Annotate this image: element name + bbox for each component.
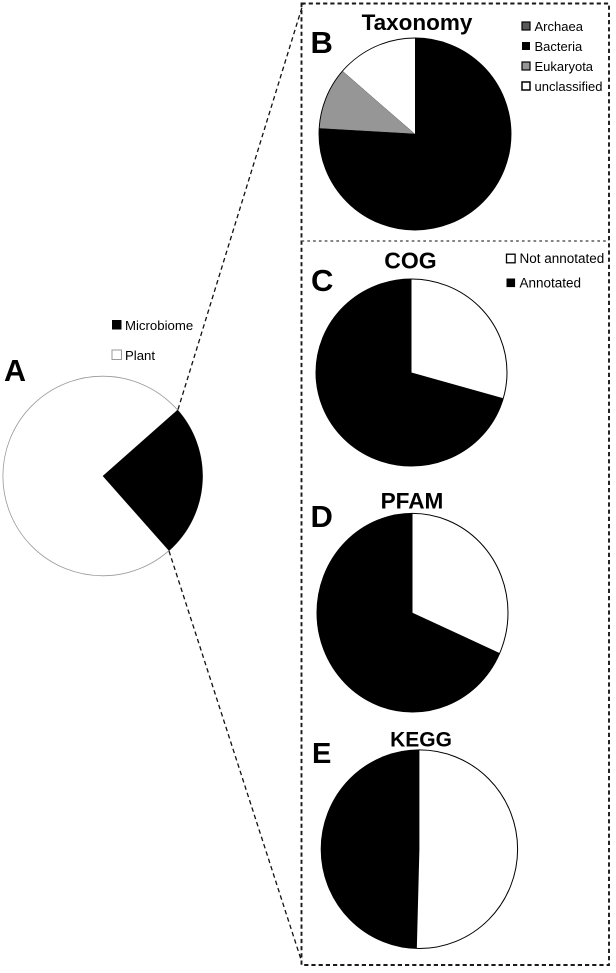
svg-text:E: E: [312, 738, 331, 770]
svg-text:Not annotated: Not annotated: [520, 251, 605, 266]
svg-text:B: B: [311, 25, 333, 60]
svg-text:A: A: [4, 354, 26, 388]
svg-text:COG: COG: [384, 248, 436, 274]
svg-text:Bacteria: Bacteria: [535, 39, 583, 54]
svg-text:PFAM: PFAM: [381, 489, 444, 514]
svg-text:Eukaryota: Eukaryota: [535, 59, 594, 74]
svg-text:unclassified: unclassified: [535, 79, 603, 94]
svg-text:Microbiome: Microbiome: [125, 318, 193, 333]
svg-text:KEGG: KEGG: [390, 729, 452, 752]
svg-text:D: D: [311, 499, 333, 534]
svg-text:Annotated: Annotated: [520, 275, 582, 290]
svg-text:Plant: Plant: [125, 348, 155, 363]
svg-text:Archaea: Archaea: [535, 19, 584, 34]
svg-text:C: C: [311, 263, 333, 298]
svg-text:Taxonomy: Taxonomy: [362, 10, 473, 35]
